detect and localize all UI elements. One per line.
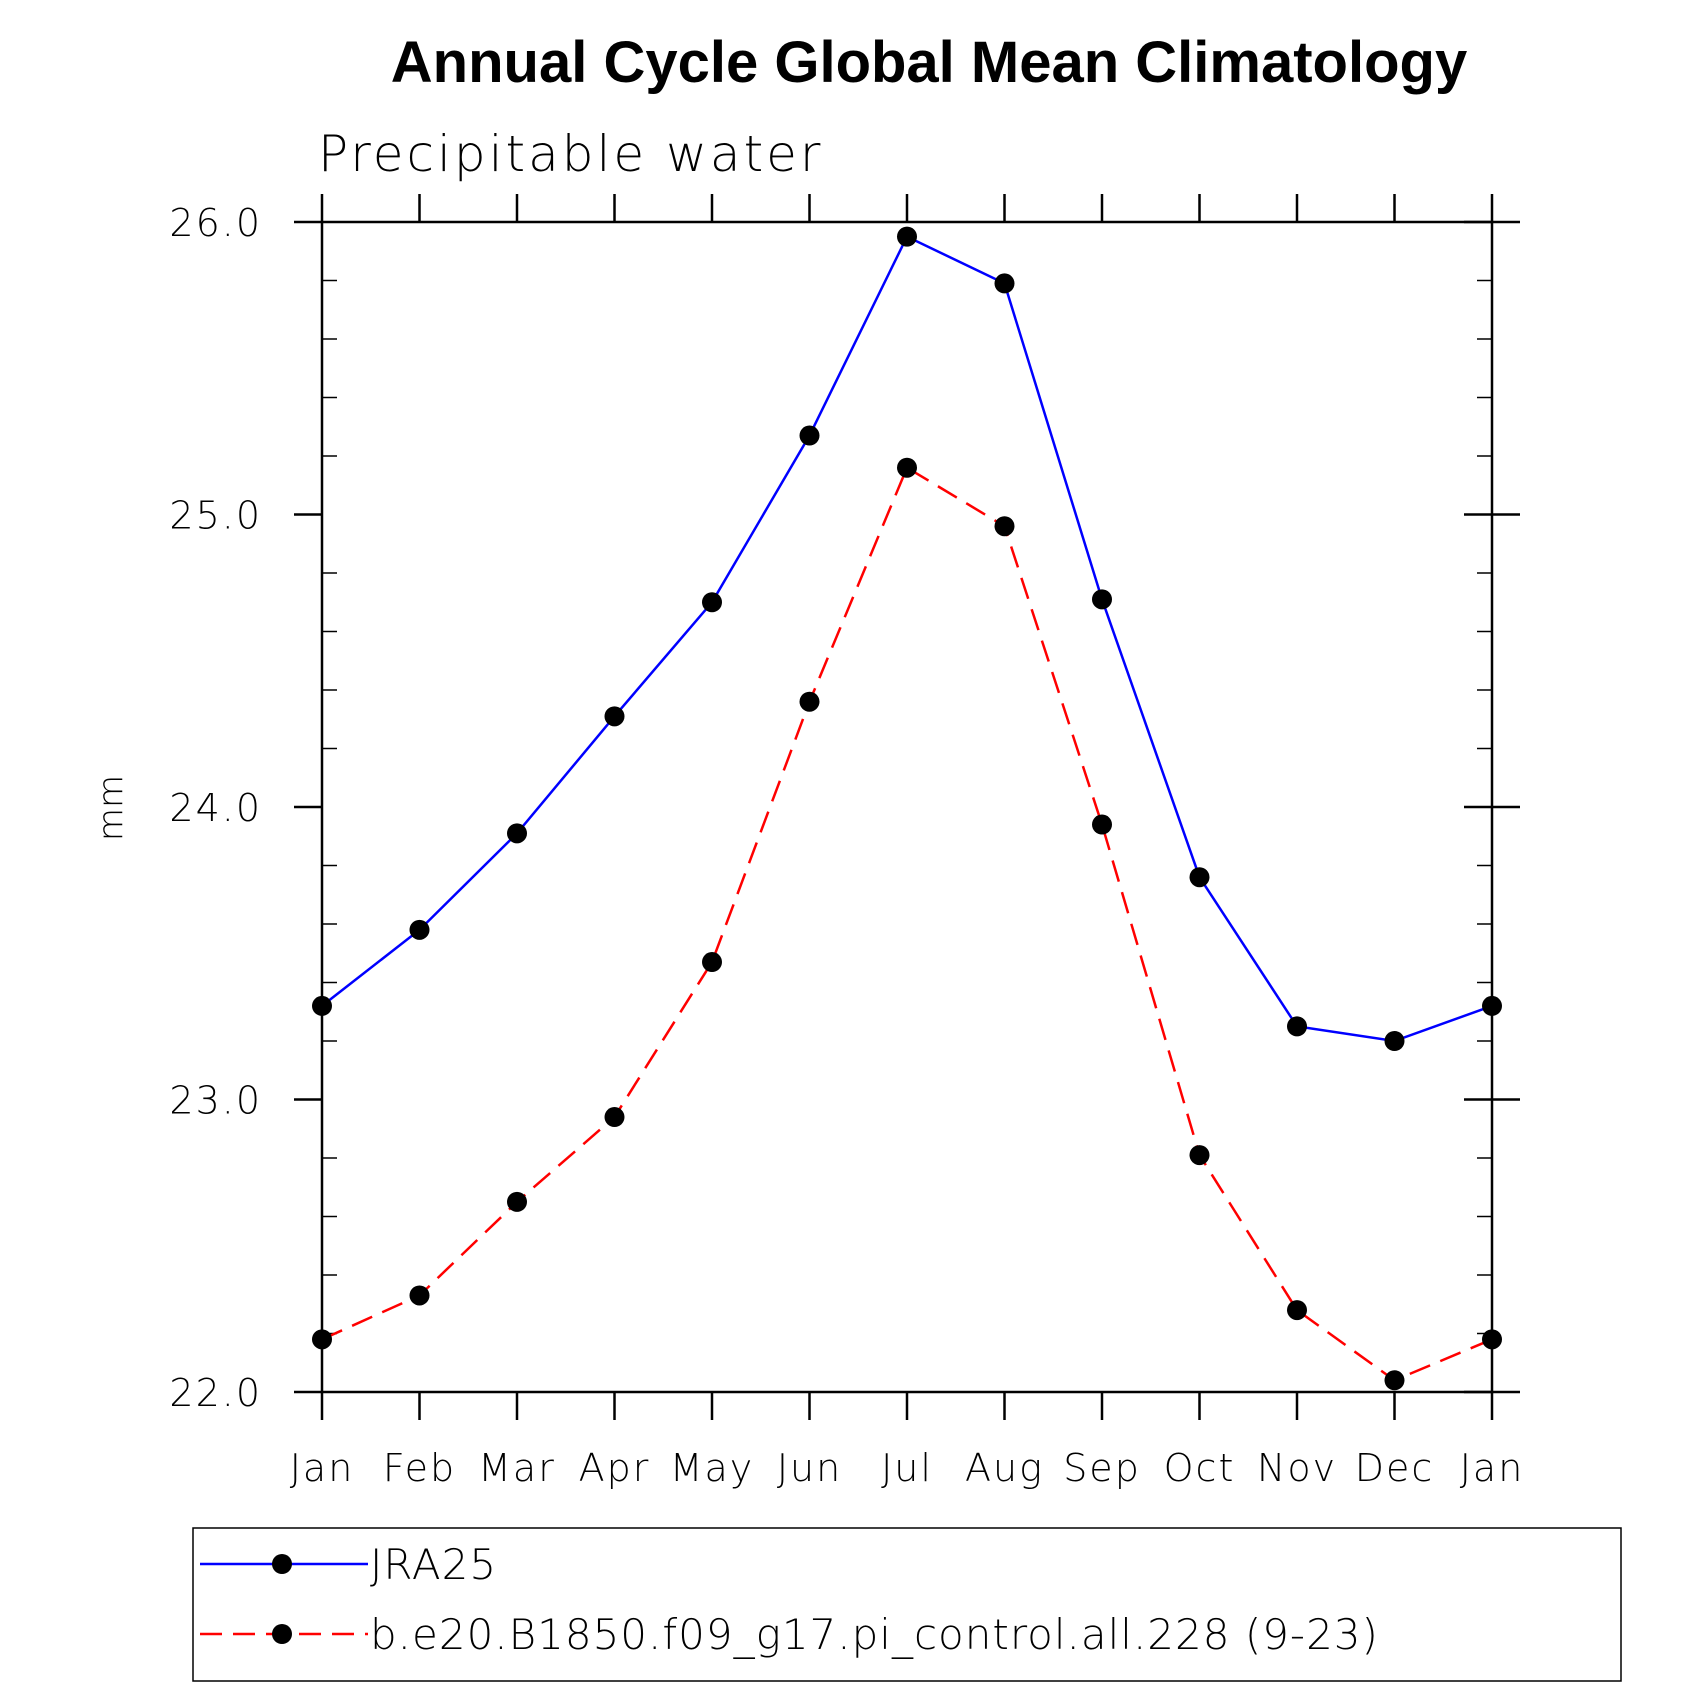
series-line-1 [321, 465, 1493, 1382]
series-1-point [604, 1107, 625, 1128]
y-tick-label: 24.0 [169, 786, 262, 830]
chart-title: Annual Cycle Global Mean Climatology [391, 30, 1467, 95]
series-1-point [409, 1285, 430, 1306]
legend-label-0: JRA25 [370, 1540, 497, 1589]
series-0-point [799, 425, 820, 446]
y-tick-label: 22.0 [169, 1371, 262, 1415]
series-1-point [897, 457, 917, 478]
series-0-point [1092, 589, 1112, 610]
series-1-point [1384, 1370, 1405, 1391]
plot-frame [320, 220, 1494, 1394]
x-tick-label: Feb [383, 1446, 456, 1490]
series-0-point [897, 226, 917, 247]
legend-entries: JRA25 b.e20.B1850.f09_g17.pi_control.all.… [200, 1540, 1379, 1659]
y-tick-label: 25.0 [169, 494, 262, 538]
legend-label-1: b.e20.B1850.f09_g17.pi_control.all.228 (… [370, 1610, 1379, 1659]
series-1-point [1189, 1145, 1210, 1166]
y-tick-label: 26.0 [169, 201, 262, 245]
series-0-point [1384, 1031, 1405, 1051]
x-tick-label: May [670, 1446, 755, 1490]
x-tick-label: Jan [290, 1446, 355, 1490]
tick-labels: Jan Feb Mar Apr May Jun Jul Aug Sep Oct Nov Dec Jan 2… [169, 201, 1525, 1490]
x-tick-label: Apr [579, 1446, 651, 1490]
x-tick-label: Jan [1460, 1446, 1525, 1490]
series-1-point [994, 516, 1015, 537]
series-1-point [1287, 1300, 1307, 1321]
y-tick-label: 23.0 [169, 1079, 262, 1123]
series-1-point [507, 1191, 527, 1212]
series-0-point [994, 273, 1015, 294]
x-tick-label: Nov [1257, 1446, 1337, 1490]
chart-subtitle: Precipitable water [318, 125, 824, 183]
x-tick-label: Sep [1063, 1446, 1141, 1490]
x-tick-label: Jul [881, 1446, 933, 1490]
series-line-0 [321, 234, 1493, 1043]
series-1-point [799, 691, 820, 712]
x-tick-label: Oct [1164, 1446, 1236, 1490]
series-layer [312, 226, 1502, 1391]
series-0-point [507, 823, 527, 844]
series-1-point [702, 952, 722, 973]
legend-marker-1 [272, 1624, 292, 1644]
series-0-point [702, 592, 722, 613]
legend [192, 1527, 1622, 1682]
x-tick-label: Mar [478, 1446, 556, 1490]
y-axis-label: mm [91, 775, 131, 841]
x-tick-label: Dec [1355, 1446, 1435, 1490]
axis-ticks [294, 194, 1520, 1420]
x-tick-label: Jun [777, 1446, 842, 1490]
x-tick-label: Aug [965, 1446, 1044, 1490]
series-0-point [604, 706, 625, 727]
legend-marker-0 [272, 1554, 292, 1574]
series-0-point [409, 919, 430, 940]
series-0-point [1287, 1016, 1307, 1037]
series-1-point [1092, 814, 1112, 835]
series-0-point [1189, 867, 1210, 888]
